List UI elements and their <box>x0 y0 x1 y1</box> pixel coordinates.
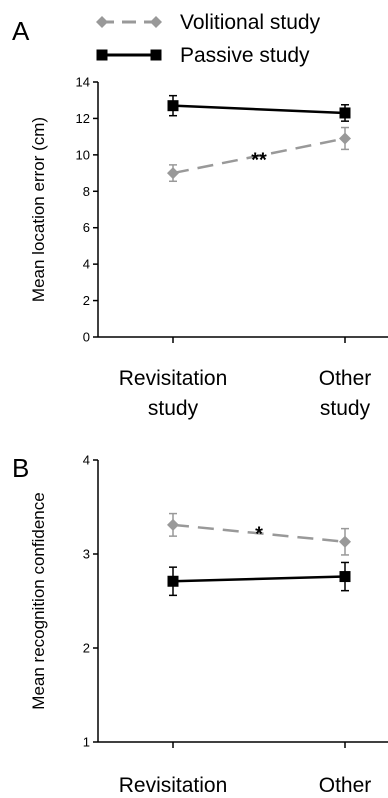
y-tick-label: 12 <box>76 111 90 126</box>
significance-marker: * <box>255 523 263 545</box>
y-tick-label: 6 <box>83 220 90 235</box>
y-tick-label: 8 <box>83 184 90 199</box>
legend-item: Passive study <box>97 44 311 67</box>
y-tick-label: 4 <box>83 453 90 468</box>
series-line <box>173 577 345 582</box>
y-axis-label: Mean location error (cm) <box>29 117 48 302</box>
x-tick-label: study <box>320 397 371 420</box>
data-point <box>340 107 351 118</box>
legend-label: Volitional study <box>180 11 321 34</box>
legend-label: Passive study <box>180 44 310 67</box>
data-point <box>168 576 179 587</box>
data-point <box>168 100 179 111</box>
series-line <box>173 106 345 113</box>
data-point <box>340 571 351 582</box>
y-tick-label: 10 <box>76 147 90 162</box>
legend-marker-right <box>151 50 162 61</box>
y-axis-label: Mean recognition confidence <box>29 492 48 709</box>
x-tick-label: study <box>148 397 199 420</box>
panel-label: B <box>12 453 29 483</box>
series-square <box>168 562 351 595</box>
legend: Volitional study Passive study <box>96 11 321 67</box>
x-tick-label: Revisitation <box>119 367 228 390</box>
y-tick-label: 1 <box>83 735 90 750</box>
series-square <box>168 96 351 122</box>
y-tick-label: 3 <box>83 547 90 562</box>
significance-marker: ** <box>251 150 267 172</box>
legend-marker-right <box>150 16 162 28</box>
panel-label: A <box>12 16 30 46</box>
y-tick-label: 14 <box>76 75 90 90</box>
x-tick-label: Other <box>319 367 372 390</box>
data-point <box>167 519 179 531</box>
legend-marker-left <box>97 50 108 61</box>
x-tick-label: Revisitation <box>119 774 228 797</box>
y-tick-label: 0 <box>83 330 90 345</box>
panel-a: A Mean location error (cm) 0 2 4 6 8 10 12 14 Revi… <box>12 16 388 420</box>
data-point <box>167 167 179 179</box>
legend-marker-left <box>96 16 108 28</box>
data-point <box>339 536 351 548</box>
y-tick-label: 2 <box>83 641 90 656</box>
y-tick-label: 2 <box>83 293 90 308</box>
data-point <box>339 132 351 144</box>
x-tick-label: Other <box>319 774 372 797</box>
y-tick-label: 4 <box>83 257 90 272</box>
legend-item: Volitional study <box>96 11 321 34</box>
